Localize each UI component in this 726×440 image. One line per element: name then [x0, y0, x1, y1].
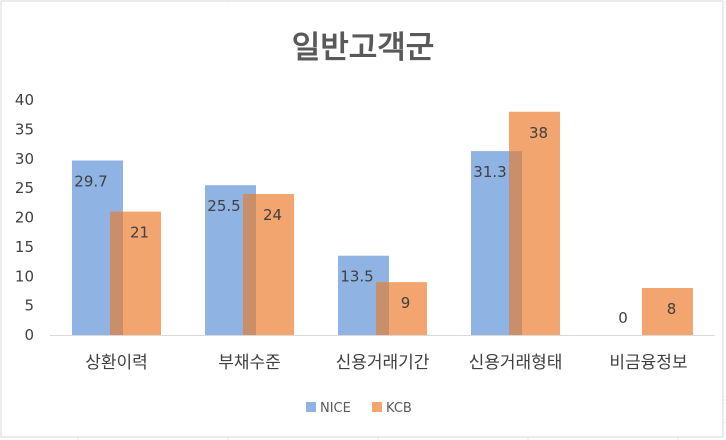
- y-tick-label: 0: [24, 326, 34, 344]
- data-label-kcb-4: 8: [667, 300, 677, 318]
- bar-overlap-3: [509, 151, 522, 335]
- legend-label-kcb: KCB: [386, 401, 412, 416]
- legend-swatch-nice: [306, 402, 316, 412]
- category-label: 상환이력: [85, 353, 148, 373]
- legend-label-nice: NICE: [320, 401, 351, 416]
- y-tick-label: 25: [15, 179, 34, 197]
- bar-overlap-2: [376, 282, 389, 335]
- data-labels: 29.7 21 25.5 24 13.5 9 31.3 38 0 8: [74, 124, 676, 327]
- y-tick-label: 10: [15, 267, 34, 285]
- y-tick-label: 15: [15, 238, 34, 256]
- y-tick-label: 35: [15, 120, 34, 138]
- data-label-kcb-2: 9: [401, 294, 411, 312]
- x-axis: 상환이력 부채수준 신용거래기간 신용거래형태 비금융정보: [85, 353, 687, 373]
- y-tick-label: 40: [15, 91, 34, 109]
- data-label-nice-0: 29.7: [74, 173, 107, 191]
- data-label-nice-2: 13.5: [340, 268, 373, 286]
- category-label: 신용거래기간: [336, 353, 430, 373]
- data-label-nice-1: 25.5: [207, 197, 240, 215]
- y-tick-label: 5: [24, 297, 34, 315]
- category-label: 비금융정보: [609, 353, 687, 373]
- category-label: 부채수준: [218, 353, 281, 373]
- y-tick-label: 30: [15, 150, 34, 168]
- chart-title: 일반고객군: [292, 30, 435, 66]
- data-label-nice-4: 0: [618, 309, 628, 327]
- bar-overlap-1: [243, 194, 256, 335]
- legend: NICE KCB: [306, 401, 412, 416]
- y-tick-label: 20: [15, 209, 34, 227]
- data-label-kcb-0: 21: [130, 224, 149, 242]
- data-label-kcb-3: 38: [529, 124, 548, 142]
- bar-kcb-4: [642, 288, 693, 335]
- y-axis: 0 5 10 15 20 25 30 35 40: [15, 91, 34, 344]
- bar-overlap-0: [110, 211, 123, 335]
- data-label-nice-3: 31.3: [473, 163, 506, 181]
- category-label: 신용거래형태: [469, 353, 563, 373]
- data-label-kcb-1: 24: [263, 206, 282, 224]
- legend-swatch-kcb: [372, 402, 382, 412]
- bars: [72, 111, 693, 335]
